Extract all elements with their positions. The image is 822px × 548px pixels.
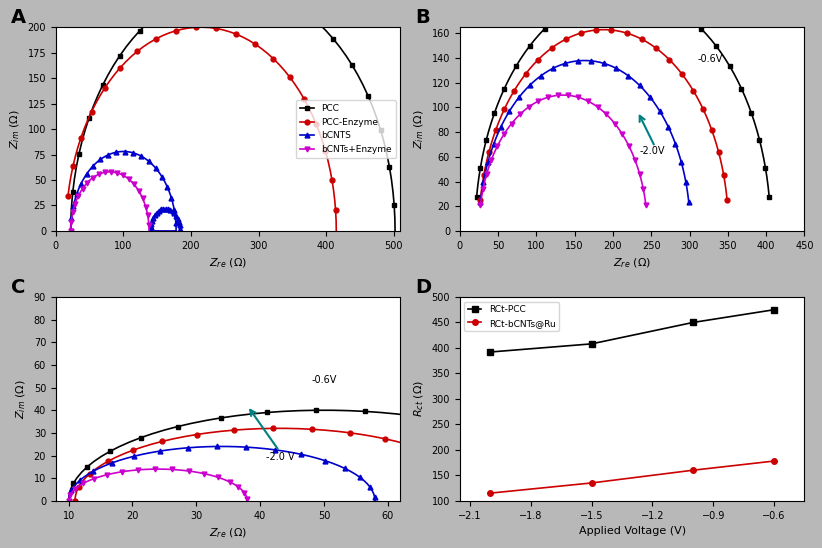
Text: -2.0V: -2.0V: [640, 146, 665, 156]
Text: B: B: [415, 8, 430, 27]
Text: -0.6V: -0.6V: [697, 54, 723, 64]
Y-axis label: $Z_{im}$ ($\Omega$): $Z_{im}$ ($\Omega$): [8, 109, 22, 149]
X-axis label: $Z_{re}$ ($\Omega$): $Z_{re}$ ($\Omega$): [209, 526, 247, 540]
Text: C: C: [11, 278, 25, 297]
Legend: RCt-PCC, RCt-bCNTs@Ru: RCt-PCC, RCt-bCNTs@Ru: [464, 301, 559, 331]
RCt-PCC: [485, 349, 495, 355]
RCt-PCC: [587, 341, 597, 347]
Text: -0.6V: -0.6V: [312, 375, 336, 385]
RCt-bCNTs@Ru: [769, 458, 779, 464]
X-axis label: $Z_{re}$ ($\Omega$): $Z_{re}$ ($\Omega$): [613, 256, 651, 270]
Legend: PCC, PCC-Enzyme, bCNTS, bCNTs+Enzyme: PCC, PCC-Enzyme, bCNTS, bCNTs+Enzyme: [296, 100, 396, 158]
Y-axis label: $Z_{im}$ ($\Omega$): $Z_{im}$ ($\Omega$): [413, 109, 426, 149]
Line: RCt-bCNTs@Ru: RCt-bCNTs@Ru: [487, 458, 777, 496]
Line: RCt-PCC: RCt-PCC: [487, 307, 777, 355]
RCt-PCC: [769, 306, 779, 313]
RCt-bCNTs@Ru: [688, 467, 698, 473]
X-axis label: Applied Voltage (V): Applied Voltage (V): [579, 526, 686, 536]
RCt-bCNTs@Ru: [485, 490, 495, 496]
Text: -2.0 V: -2.0 V: [266, 452, 295, 462]
X-axis label: $Z_{re}$ ($\Omega$): $Z_{re}$ ($\Omega$): [209, 256, 247, 270]
Text: A: A: [11, 8, 26, 27]
RCt-PCC: [688, 319, 698, 326]
Y-axis label: $Z_{im}$ ($\Omega$): $Z_{im}$ ($\Omega$): [15, 379, 28, 419]
Text: D: D: [415, 278, 431, 297]
RCt-bCNTs@Ru: [587, 480, 597, 486]
Y-axis label: $R_{ct}$ ($\Omega$): $R_{ct}$ ($\Omega$): [413, 380, 426, 418]
